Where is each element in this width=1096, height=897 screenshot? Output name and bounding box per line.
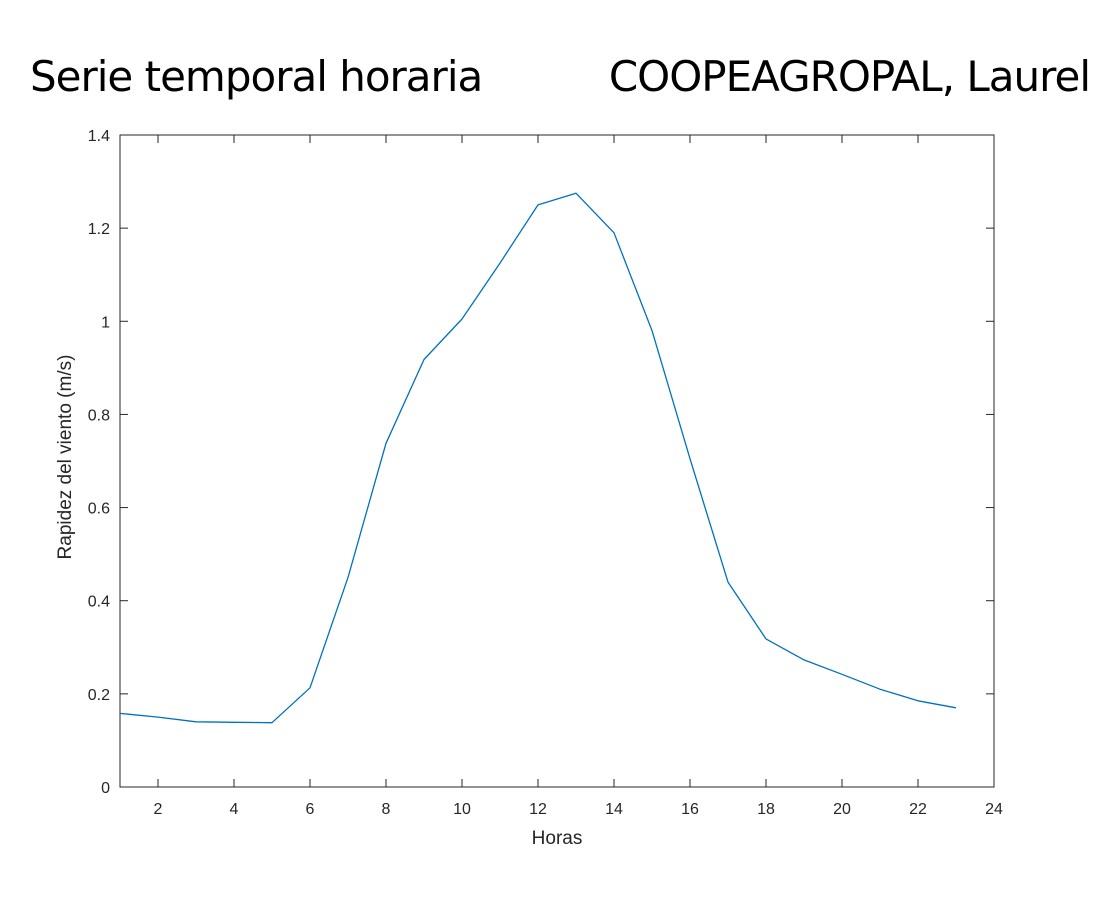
data-point xyxy=(803,659,804,660)
data-point xyxy=(765,638,766,639)
data-point xyxy=(537,204,538,205)
x-tick-label: 14 xyxy=(605,801,623,818)
data-point xyxy=(385,443,386,444)
y-tick-label: 1.2 xyxy=(88,221,110,238)
x-tick-label: 18 xyxy=(757,801,775,818)
series-line xyxy=(119,192,957,724)
x-tick-label: 16 xyxy=(681,801,699,818)
data-point xyxy=(727,581,728,582)
chart-title: Serie temporal horaria xyxy=(30,52,483,101)
data-point xyxy=(879,689,880,690)
y-tick-label: 0.6 xyxy=(88,501,110,518)
x-tick-label: 20 xyxy=(833,801,851,818)
x-tick-label: 10 xyxy=(453,801,471,818)
y-tick-label: 1.4 xyxy=(88,128,110,145)
x-tick-label: 12 xyxy=(529,801,547,818)
data-point xyxy=(689,458,690,459)
data-point xyxy=(461,318,462,319)
data-point xyxy=(613,232,614,233)
x-tick-label: 8 xyxy=(382,801,391,818)
x-tick-label: 2 xyxy=(154,801,163,818)
data-point xyxy=(651,330,652,331)
data-point xyxy=(499,262,500,263)
x-axis-label: Horas xyxy=(532,828,583,849)
x-tick-label: 24 xyxy=(985,801,1003,818)
data-point xyxy=(271,722,272,723)
y-tick-label: 0.4 xyxy=(88,594,110,611)
data-point xyxy=(955,707,956,708)
x-tick-label: 4 xyxy=(230,801,239,818)
station-name: COOPEAGROPAL, Laurel xyxy=(608,52,1091,101)
data-point xyxy=(157,717,158,718)
y-tick-label: 0.2 xyxy=(88,687,110,704)
data-point xyxy=(841,674,842,675)
data-point xyxy=(309,687,310,688)
y-tick-label: 1 xyxy=(101,314,110,331)
data-point xyxy=(347,577,348,578)
data-point xyxy=(423,359,424,360)
data-point xyxy=(195,721,196,722)
plot-area xyxy=(119,134,995,788)
data-point xyxy=(575,193,576,194)
x-tick-label: 6 xyxy=(306,801,315,818)
y-tick-label: 0.8 xyxy=(88,407,110,424)
y-tick-label: 0 xyxy=(101,780,110,797)
data-point xyxy=(917,700,918,701)
x-tick-label: 22 xyxy=(909,801,927,818)
data-point xyxy=(119,713,120,714)
y-axis-label: Rapidez del viento (m/s) xyxy=(55,355,76,560)
data-point xyxy=(233,722,234,723)
